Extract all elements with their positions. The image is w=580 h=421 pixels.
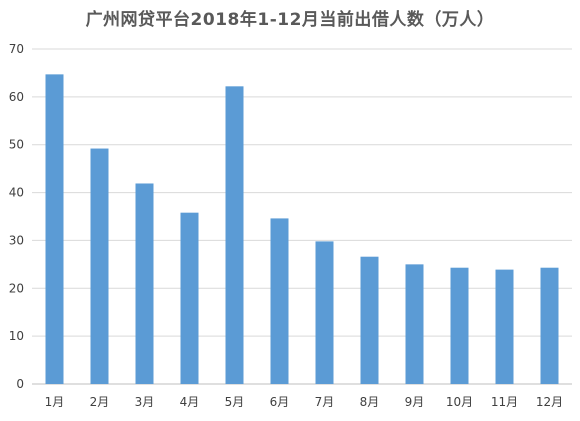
x-tick-label-7: 7月 (315, 395, 335, 409)
bar-2 (90, 148, 109, 384)
y-tick-label-10: 10 (9, 329, 24, 343)
y-tick-label-0: 0 (16, 377, 24, 391)
bar-3 (135, 183, 154, 384)
x-tick-label-8: 8月 (360, 395, 380, 409)
bar-8 (360, 256, 379, 384)
y-tick-label-50: 50 (9, 138, 24, 152)
y-tick-label-20: 20 (9, 281, 24, 295)
bar-10 (450, 267, 469, 384)
bar-5 (225, 86, 244, 384)
x-tick-label-12: 12月 (536, 395, 563, 409)
x-tick-label-4: 4月 (180, 395, 200, 409)
x-tick-label-3: 3月 (135, 395, 155, 409)
bar-12 (540, 267, 559, 384)
bar-9 (405, 264, 424, 384)
x-tick-label-11: 11月 (491, 395, 518, 409)
x-tick-label-5: 5月 (225, 395, 245, 409)
x-tick-label-2: 2月 (90, 395, 110, 409)
x-tick-label-6: 6月 (270, 395, 290, 409)
x-tick-label-10: 10月 (446, 395, 473, 409)
y-tick-label-60: 60 (9, 90, 24, 104)
y-tick-label-40: 40 (9, 186, 24, 200)
x-tick-label-1: 1月 (45, 395, 65, 409)
bar-6 (270, 218, 289, 384)
bar-1 (45, 74, 64, 384)
bar-11 (495, 269, 514, 384)
x-tick-label-9: 9月 (405, 395, 425, 409)
y-tick-label-70: 70 (9, 42, 24, 56)
bar-7 (315, 241, 334, 384)
y-tick-label-30: 30 (9, 233, 24, 247)
bar-4 (180, 212, 199, 384)
chart-title: 广州网贷平台2018年1-12月当前出借人数（万人） (85, 10, 495, 30)
